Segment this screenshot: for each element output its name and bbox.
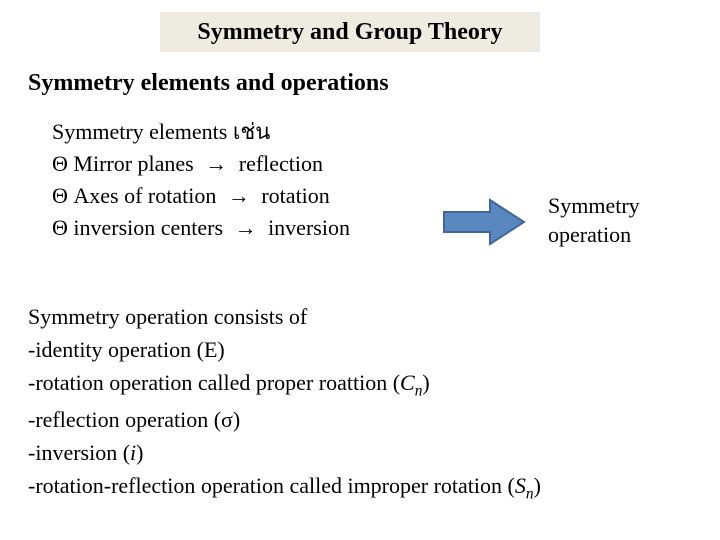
bullet-right: inversion <box>268 215 350 240</box>
arrow-glyph: → <box>205 151 227 176</box>
bullet-left: inversion centers <box>73 215 223 240</box>
body-line: -rotation operation called proper roatti… <box>28 366 541 403</box>
arrow-glyph: → <box>228 183 250 208</box>
body-line: Symmetry operation consists of <box>28 300 541 333</box>
arrow-glyph: → <box>235 215 257 240</box>
arrow-polygon <box>444 200 524 244</box>
operation-label: Symmetry operation <box>548 192 640 249</box>
section-heading: Symmetry elements and operations <box>28 70 389 97</box>
bullet-left: Axes of rotation <box>73 183 216 208</box>
body-line: -identity operation (E) <box>28 333 541 366</box>
body-line: -inversion (i) <box>28 436 541 469</box>
op-label-line2: operation <box>548 221 640 250</box>
bullet-prefix: Θ <box>52 151 68 176</box>
bullet-item: Θ Axes of rotation → rotation <box>52 180 350 212</box>
op-label-line1: Symmetry <box>548 192 640 221</box>
bullet-right: rotation <box>261 183 329 208</box>
bullet-list: Θ Mirror planes → reflection Θ Axes of r… <box>52 148 350 244</box>
title-text: Symmetry and Group Theory <box>197 19 502 46</box>
bullet-item: Θ inversion centers → inversion <box>52 212 350 244</box>
bullet-prefix: Θ <box>52 183 68 208</box>
bullet-item: Θ Mirror planes → reflection <box>52 148 350 180</box>
body-line: -rotation-reflection operation called im… <box>28 469 541 506</box>
bullet-prefix: Θ <box>52 215 68 240</box>
bullet-right: reflection <box>239 151 323 176</box>
bullet-left: Mirror planes <box>73 151 193 176</box>
block-arrow-icon <box>442 198 526 246</box>
body-block: Symmetry operation consists of -identity… <box>28 300 541 505</box>
title-box: Symmetry and Group Theory <box>160 12 540 52</box>
body-line: -reflection operation (σ) <box>28 403 541 436</box>
sub-intro: Symmetry elements เช่น <box>52 114 270 149</box>
